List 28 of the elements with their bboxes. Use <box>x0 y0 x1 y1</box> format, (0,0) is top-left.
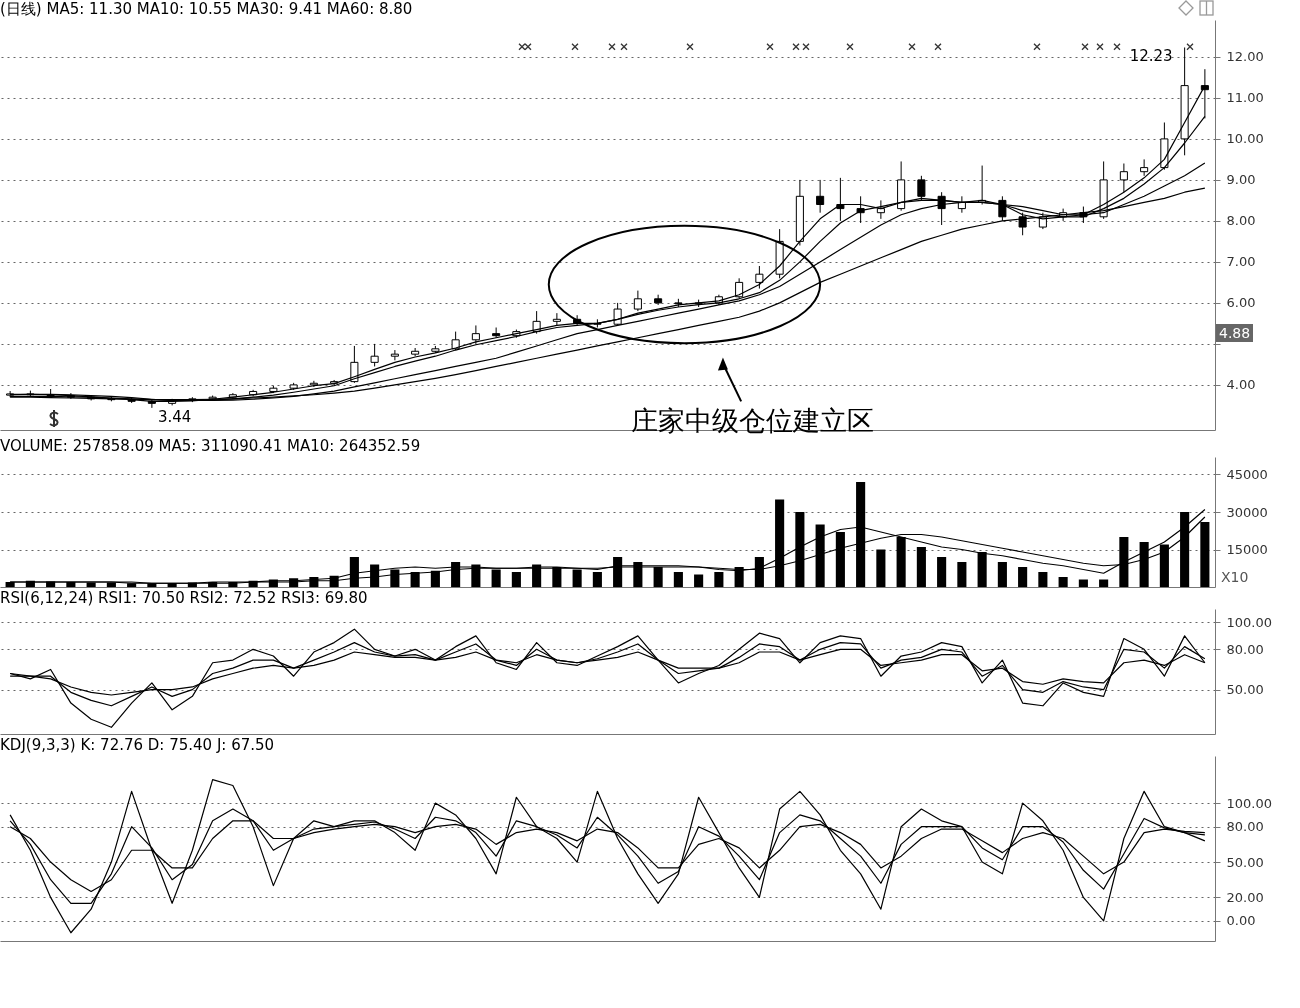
chart-title: KDJ(9,3,3) K: 72.76 D: 75.40 J: 67.50 <box>0 736 275 754</box>
y-tick-label: 4.00 <box>1226 377 1256 393</box>
y-tick-label: 15000 <box>1226 542 1268 557</box>
chart-title: (日线) MA5: 11.30 MA10: 10.55 MA30: 9.41 MA60: 8.80 <box>0 0 413 18</box>
y-tick-label: 8.00 <box>1226 213 1256 229</box>
y-tick-label: 7.00 <box>1226 254 1256 270</box>
y-tick-label: 45000 <box>1226 467 1268 482</box>
y-tick-label: 0.00 <box>1226 913 1256 929</box>
annotation: 庄家中级仓位建立区 <box>630 405 874 436</box>
y-tick-label: 80.00 <box>1226 819 1264 835</box>
y-tick-label: 50.00 <box>1226 682 1264 698</box>
y-tick-label: 100.00 <box>1226 795 1272 811</box>
text: X10 <box>1221 569 1249 585</box>
y-tick-label: 50.00 <box>1226 854 1264 870</box>
y-tick-label: 100.00 <box>1226 614 1272 630</box>
annotation: 12.23 <box>1129 47 1173 66</box>
y-tick-label: 6.00 <box>1226 295 1256 311</box>
y-tick-label: 20.00 <box>1226 889 1264 905</box>
y-tick-label: 11.00 <box>1226 90 1264 106</box>
chart-title: VOLUME: 257858.09 MA5: 311090.41 MA10: 264352.59 <box>0 437 421 455</box>
y-tick-label: 12.00 <box>1226 49 1264 65</box>
annotation: 3.44 <box>157 407 192 426</box>
y-tick-label: 30000 <box>1226 504 1268 520</box>
chart-title: RSI(6,12,24) RSI1: 70.50 RSI2: 72.52 RSI3: 69.80 <box>0 589 368 607</box>
y-tick-label: 10.00 <box>1226 131 1264 147</box>
y-tick-label: 80.00 <box>1226 641 1264 657</box>
text: 4.88 <box>1216 323 1254 342</box>
y-tick-label: 9.00 <box>1226 172 1256 188</box>
